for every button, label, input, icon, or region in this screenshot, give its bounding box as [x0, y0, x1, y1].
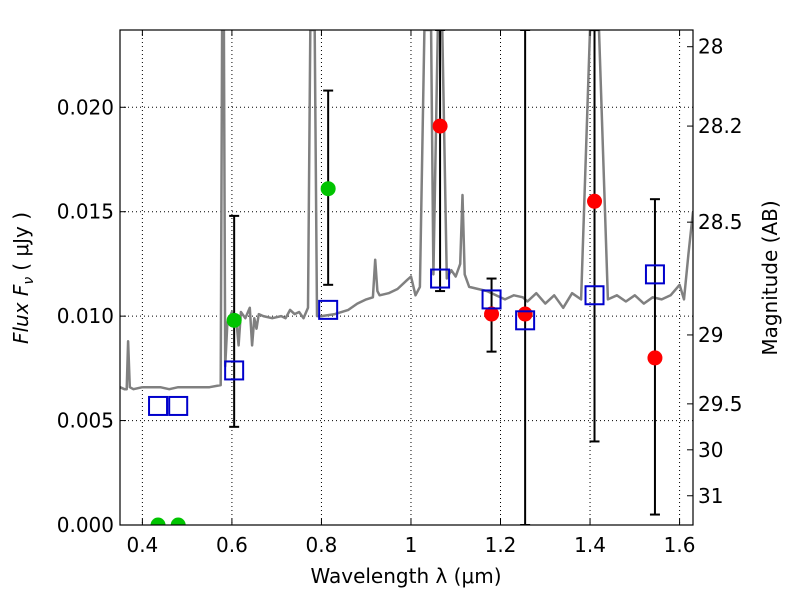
- data-point: [432, 118, 448, 134]
- grid: [120, 30, 693, 526]
- right-tick-label: 29.5: [698, 392, 743, 416]
- y-axis-title-text: Flux F: [9, 284, 33, 344]
- x-tick-label: 0.8: [306, 533, 338, 557]
- y-axis-title: Flux Fν ( μJy ): [9, 212, 37, 344]
- model-square: [318, 299, 339, 320]
- right-tick-label: 30: [698, 438, 723, 462]
- markers: [148, 118, 665, 525]
- plot-frame: [119, 29, 694, 526]
- model-square: [644, 264, 665, 285]
- model-square: [584, 285, 605, 306]
- x-tick-label: 1.2: [485, 533, 517, 557]
- x-tick-label: 1.6: [664, 533, 696, 557]
- right-axis-title: Magnitude (AB): [758, 200, 782, 355]
- x-tick-label: 1: [405, 533, 418, 557]
- data-point: [647, 350, 663, 366]
- data-point: [587, 193, 603, 209]
- model-square: [148, 395, 169, 416]
- right-tick-label: 28: [698, 35, 723, 59]
- data-point: [226, 312, 242, 328]
- x-tick-label: 0.4: [126, 533, 158, 557]
- x-tick-label: 0.6: [216, 533, 248, 557]
- data-point: [170, 517, 186, 525]
- x-axis-title: Wavelength λ (μm): [310, 564, 501, 588]
- right-tick-label: 28.5: [698, 210, 743, 234]
- y-tick-label: 0.020: [57, 95, 114, 119]
- data-point: [484, 306, 500, 322]
- y-axis-title-unit: ( μJy ): [9, 212, 33, 271]
- model-square: [168, 395, 189, 416]
- y-tick-label: 0.000: [57, 513, 114, 537]
- ticks: 0.4 0.6 0.8 1 1.2 1.4 1.6 0.000 0.005 0.010 0.015 0…: [57, 30, 743, 557]
- y-axis-title-subscript: ν: [21, 277, 37, 285]
- model-square: [515, 310, 536, 331]
- spectrum-layer: [120, 30, 693, 391]
- y-tick-label: 0.005: [57, 409, 114, 433]
- y-tick-label: 0.010: [57, 304, 114, 328]
- y-tick-label: 0.015: [57, 200, 114, 224]
- data-point: [150, 517, 166, 525]
- right-tick-label: 31: [698, 484, 723, 508]
- model-square: [430, 268, 451, 289]
- spectrum-line: [120, 30, 693, 391]
- model-square: [224, 360, 245, 381]
- right-tick-label: 29: [698, 323, 723, 347]
- model-square: [481, 289, 502, 310]
- x-tick-label: 1.4: [574, 533, 606, 557]
- data-point: [517, 306, 533, 322]
- data-point: [320, 181, 336, 197]
- right-tick-label: 28.2: [698, 114, 743, 138]
